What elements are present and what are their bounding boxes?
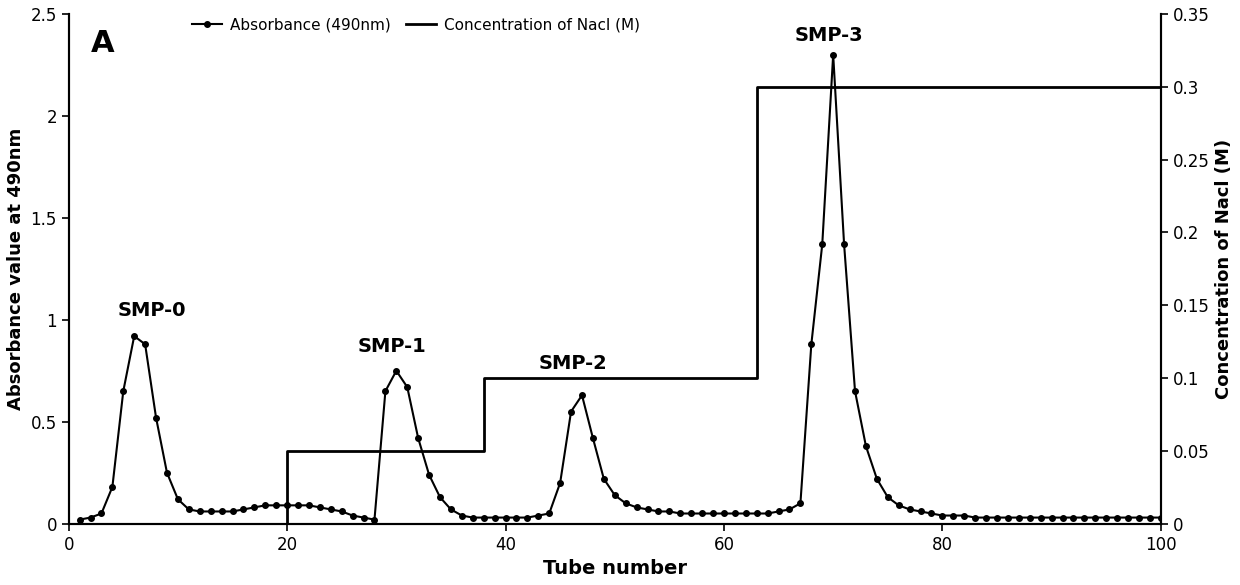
Text: SMP-2: SMP-2	[538, 354, 608, 373]
Text: A: A	[91, 29, 114, 58]
Text: SMP-0: SMP-0	[118, 301, 186, 320]
Y-axis label: Concentration of Nacl (M): Concentration of Nacl (M)	[1215, 139, 1233, 399]
Text: SMP-1: SMP-1	[358, 338, 427, 356]
Text: SMP-3: SMP-3	[795, 26, 863, 44]
Y-axis label: Absorbance value at 490nm: Absorbance value at 490nm	[7, 128, 25, 410]
Legend: Absorbance (490nm), Concentration of Nacl (M): Absorbance (490nm), Concentration of Nac…	[186, 11, 646, 39]
X-axis label: Tube number: Tube number	[543, 559, 687, 578]
